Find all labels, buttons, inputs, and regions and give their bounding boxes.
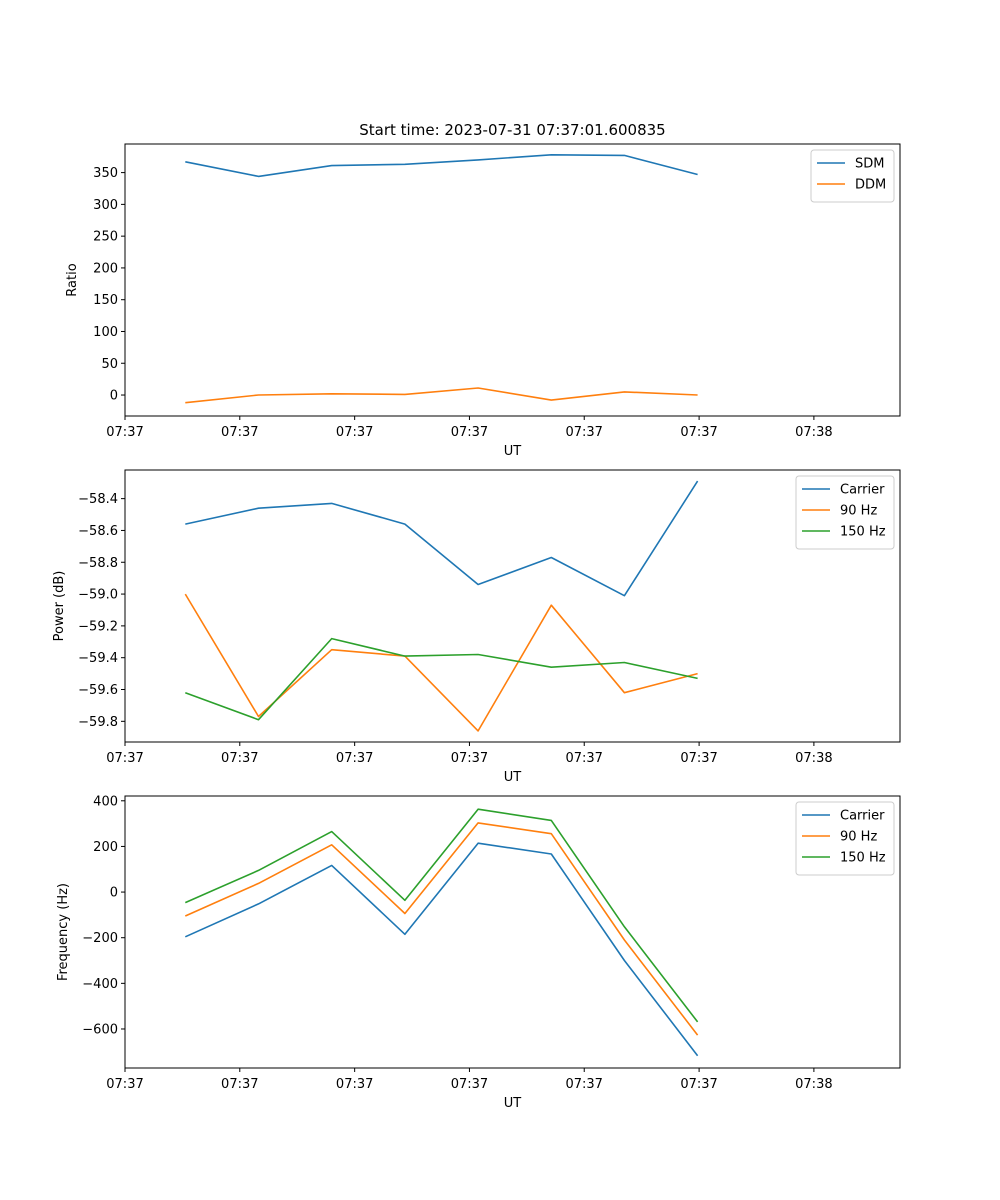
x-tick-label: 07:37	[565, 751, 602, 766]
y-tick-label: 150	[93, 293, 118, 308]
chart-panel-1: Start time: 2023-07-31 07:37:01.600835 07…	[65, 121, 901, 459]
legend-label: Carrier	[840, 483, 885, 498]
y-tick-label: −400	[82, 977, 118, 992]
x-tick-label: 07:37	[680, 425, 717, 440]
legend-label: 90 Hz	[840, 830, 877, 845]
y-tick-label: −58.8	[78, 556, 118, 571]
x-tick-label: 07:37	[221, 751, 258, 766]
y-tick-label: −200	[82, 931, 118, 946]
series-line-90-hz	[184, 822, 699, 1036]
y-tick-label: 0	[110, 886, 118, 901]
y-axis-label: Frequency (Hz)	[56, 883, 71, 981]
x-tick-label: 07:37	[336, 751, 373, 766]
legend-label: Carrier	[840, 809, 885, 824]
x-tick-label: 07:37	[451, 1077, 488, 1092]
chart-title: Start time: 2023-07-31 07:37:01.600835	[359, 121, 665, 139]
plot-frame	[124, 469, 901, 743]
legend: Carrier 90 Hz 150 Hz	[795, 475, 895, 550]
y-tick-label: 400	[93, 794, 118, 809]
x-tick-label: 07:37	[451, 751, 488, 766]
x-tick-label: 07:37	[680, 1077, 717, 1092]
y-tick-label: −59.4	[78, 651, 118, 666]
x-tick-label: 07:37	[106, 751, 143, 766]
x-tick-label: 07:37	[680, 751, 717, 766]
x-tick-label: 07:37	[565, 425, 602, 440]
x-tick-label: 07:38	[795, 751, 832, 766]
plot-frame	[124, 795, 901, 1069]
series-line-150-hz	[185, 637, 698, 721]
chart-panel-2: 07:37 07:37 07:37 07:37 07:37 07:37 07:38 −59.8…	[52, 469, 901, 785]
x-tick-label: 07:37	[451, 425, 488, 440]
series-line-carrier	[185, 480, 699, 597]
y-tick-label: 350	[93, 166, 118, 181]
x-tick-label: 07:37	[336, 1077, 373, 1092]
y-tick-label: −58.6	[78, 524, 118, 539]
legend-label: 150 Hz	[840, 525, 886, 540]
series-line-carrier	[184, 842, 699, 1057]
y-tick-label: 100	[93, 325, 118, 340]
legend-label: DDM	[855, 178, 886, 193]
chart-panel-3: 07:37 07:37 07:37 07:37 07:37 07:37 07:38 −600 −…	[56, 794, 901, 1111]
x-tick-label: 07:38	[795, 425, 832, 440]
y-tick-label: −59.6	[78, 683, 118, 698]
y-tick-label: 250	[93, 230, 118, 245]
y-axis-label: Ratio	[65, 263, 80, 296]
x-tick-label: 07:37	[106, 425, 143, 440]
legend-label: 90 Hz	[840, 504, 877, 519]
x-axis-label: UT	[504, 444, 522, 459]
x-tick-label: 07:37	[336, 425, 373, 440]
x-tick-label: 07:37	[565, 1077, 602, 1092]
legend: Carrier 90 Hz 150 Hz	[795, 801, 895, 876]
series-line-150-hz	[184, 808, 699, 1023]
x-axis-label: UT	[504, 1096, 522, 1111]
y-tick-label: −600	[82, 1022, 118, 1037]
x-tick-label: 07:38	[795, 1077, 832, 1092]
x-tick-label: 07:37	[106, 1077, 143, 1092]
series-line-sdm	[185, 154, 698, 178]
y-tick-label: 200	[93, 261, 118, 276]
series-line-ddm	[185, 387, 698, 404]
y-tick-label: −59.2	[78, 619, 118, 634]
legend: SDM DDM	[810, 149, 895, 203]
legend-label: SDM	[855, 157, 884, 172]
y-tick-label: 300	[93, 198, 118, 213]
y-tick-label: −59.0	[78, 588, 118, 603]
x-tick-label: 07:37	[221, 1077, 258, 1092]
y-tick-label: 50	[101, 357, 118, 372]
x-tick-label: 07:37	[221, 425, 258, 440]
y-tick-label: 200	[93, 840, 118, 855]
y-tick-label: −59.8	[78, 715, 118, 730]
y-tick-label: 0	[110, 389, 118, 404]
plot-frame	[124, 143, 901, 417]
x-axis-label: UT	[504, 770, 522, 785]
legend-label: 150 Hz	[840, 851, 886, 866]
y-tick-label: −58.4	[78, 492, 118, 507]
y-axis-label: Power (dB)	[52, 571, 67, 642]
